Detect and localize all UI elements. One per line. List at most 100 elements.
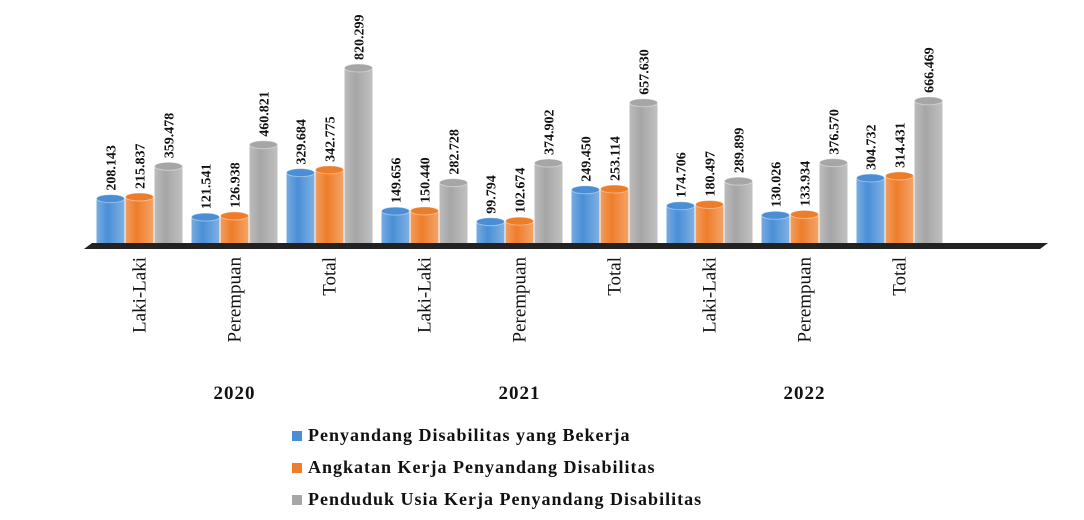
x-tick-label: Perempuan [225,257,246,343]
bar-cap [249,140,278,150]
value-label: 150.440 [419,157,434,203]
value-label: 460.821 [258,91,273,137]
bar [534,163,563,243]
value-label: 253.114 [609,136,624,181]
group-label: 2021 [499,383,541,404]
bar [856,177,885,243]
x-tick-label: Total [890,257,911,296]
bar-cap [600,184,629,194]
value-label: 289.899 [733,128,748,174]
bar-cap [154,161,183,171]
legend-swatch [292,495,302,505]
bar-cap [695,199,724,209]
value-label: 208.143 [105,145,120,191]
bar [344,68,373,243]
value-label: 282.728 [448,129,463,175]
value-label: 102.674 [514,168,529,214]
legend-label: Angkatan Kerja Penyandang Disabilitas [308,457,656,477]
bar-cap [96,194,125,204]
bar [191,217,220,243]
bar [410,210,439,243]
bar-cap [885,171,914,181]
group-label: 2020 [214,383,256,404]
value-label: 215.837 [134,143,149,189]
bar [629,102,658,243]
value-label: 342.775 [324,116,339,162]
bar-cap [381,206,410,216]
bar [286,172,315,243]
bar [220,215,249,243]
x-tick-label: Total [605,257,626,296]
value-label: 657.630 [638,49,653,95]
bar-cap [819,158,848,168]
x-tick-label: Perempuan [795,257,816,343]
value-label: 130.026 [770,162,785,208]
bar [790,214,819,243]
bar-cap [286,168,315,178]
value-label: 304.732 [865,124,880,170]
value-label: 314.431 [894,122,909,168]
bar-cap [914,96,943,106]
bar [885,175,914,243]
legend-swatch [292,463,302,473]
x-tick-label: Laki-Laki [415,257,436,333]
bar-cap [856,173,885,183]
value-label: 174.706 [675,152,690,198]
bar-cap [534,158,563,168]
x-tick-label: Perempuan [510,257,531,343]
bar-cap [629,98,658,108]
bar [914,100,943,244]
bar [249,144,278,243]
value-label: 666.469 [923,47,938,93]
bar-cap [505,216,534,226]
bar [571,189,600,243]
bar [724,181,753,243]
value-label: 149.656 [390,158,405,204]
value-label: 376.570 [828,109,843,155]
legend-label: Penduduk Usia Kerja Penyandang Disabilit… [308,489,702,509]
bar-cap [439,178,468,188]
value-label: 359.478 [163,113,178,159]
bar [666,205,695,243]
value-label: 121.541 [200,164,215,210]
bar-cap [790,209,819,219]
bar-cap [666,201,695,211]
x-tick-label: Laki-Laki [130,257,151,333]
x-tick-label: Total [320,257,341,296]
bar-cap [410,206,439,216]
bar [125,196,154,243]
value-label: 249.450 [580,136,595,182]
value-label: 133.934 [799,161,814,207]
legend-swatch [292,431,302,441]
bar-cap [344,63,373,73]
bar [96,198,125,243]
bar-cap [125,192,154,202]
bar [381,211,410,243]
bar-cap [220,211,249,221]
x-tick-label: Laki-Laki [700,257,721,333]
bar [761,215,790,243]
bar-cap [476,217,505,227]
value-label: 820.299 [353,15,368,61]
bar [819,162,848,243]
bar [154,166,183,243]
bar [505,221,534,243]
bar-cap [761,210,790,220]
bar-cap [315,165,344,175]
value-label: 374.902 [543,110,558,156]
value-label: 99.794 [485,175,500,214]
floor [84,243,1048,249]
bar-cap [724,176,753,186]
value-label: 126.938 [229,162,244,208]
group-label: 2022 [784,383,826,404]
legend-label: Penyandang Disabilitas yang Bekerja [308,425,631,445]
bar-cap [191,212,220,222]
value-label: 329.684 [295,119,310,165]
bar [315,169,344,243]
value-label: 180.497 [704,151,719,197]
bar [476,221,505,243]
bar [600,189,629,243]
bar-cap [571,185,600,195]
bar [695,204,724,243]
